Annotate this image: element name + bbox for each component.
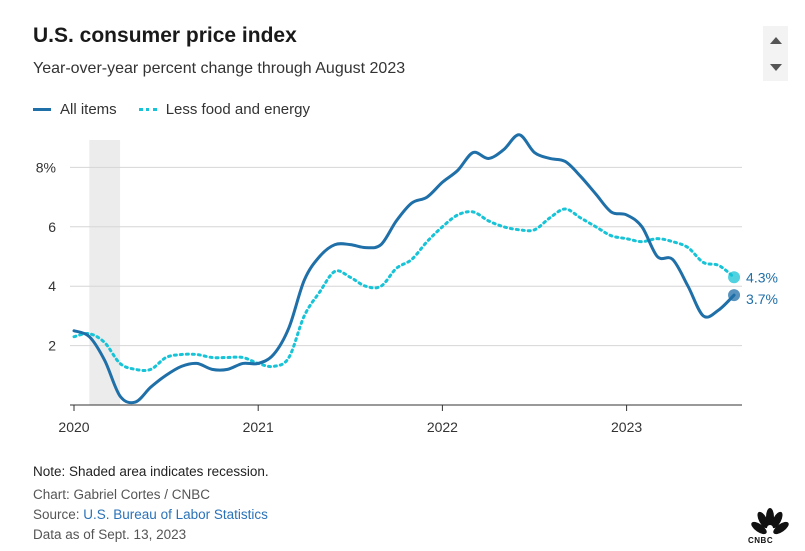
y-tick-label: 2 [48, 338, 56, 354]
triangle-down-icon[interactable] [769, 64, 782, 71]
source-link[interactable]: U.S. Bureau of Labor Statistics [83, 507, 268, 522]
x-tick-label: 2023 [611, 419, 642, 435]
footer-credit: Chart: Gabriel Cortes / CNBC [33, 487, 211, 502]
chart-legend: All items Less food and energy [33, 101, 332, 118]
legend-item-core: Less food and energy [138, 101, 310, 118]
footer-source: Source: U.S. Bureau of Labor Statistics [33, 507, 268, 522]
cnbc-peacock-logo [751, 508, 789, 535]
series-less-food-energy [72, 207, 736, 372]
series-all-items-endpoint [728, 289, 741, 302]
scroll-control[interactable] [763, 26, 788, 81]
x-tick-label: 2020 [58, 419, 89, 435]
chart-title: U.S. consumer price index [33, 24, 297, 47]
legend-label-all-items: All items [60, 101, 117, 118]
y-tick-label: 6 [48, 219, 56, 235]
footer-note: Note: Shaded area indicates recession. [33, 464, 269, 479]
series-less-food-energy-endpoint [728, 271, 741, 284]
y-tick-label: 8% [36, 159, 56, 175]
x-tick-label: 2022 [427, 419, 458, 435]
legend-label-core: Less food and energy [165, 101, 310, 118]
series-all-items-end-label: 3.7% [746, 291, 778, 307]
recession-band [89, 140, 121, 405]
chart-subtitle: Year-over-year percent change through Au… [33, 60, 406, 77]
legend-item-all-items: All items [33, 101, 117, 118]
series-less-food-energy-end-label: 4.3% [746, 269, 778, 285]
logo-text: CNBC [748, 536, 774, 545]
source-prefix: Source: [33, 507, 84, 522]
x-tick-label: 2021 [243, 419, 274, 435]
triangle-up-icon[interactable] [769, 37, 782, 44]
footer-date: Data as of Sept. 13, 2023 [33, 527, 187, 542]
legend-swatch-dotted [138, 108, 157, 111]
legend-swatch-solid [33, 108, 51, 111]
series-all-items [72, 133, 736, 405]
y-tick-label: 4 [48, 278, 56, 294]
